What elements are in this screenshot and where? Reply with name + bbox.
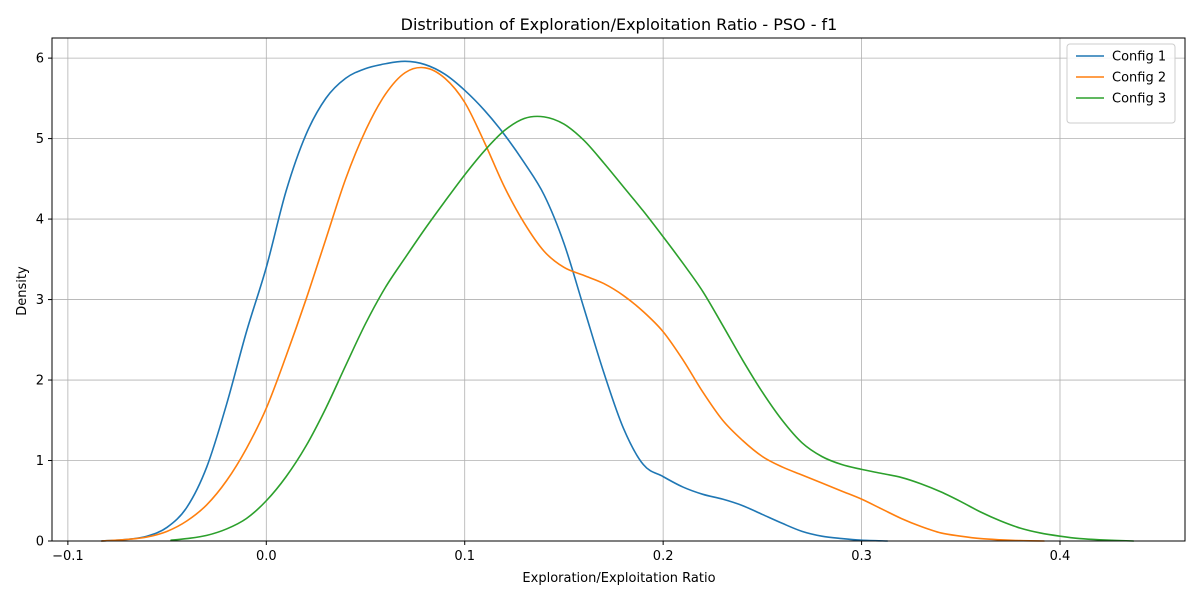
x-tick-label: −0.1 [52,549,84,564]
y-tick-label: 3 [36,293,44,308]
y-tick-label: 1 [36,454,44,469]
x-tick-label: 0.3 [851,549,872,564]
legend: Config 1 Config 2 Config 3 [1066,43,1176,124]
y-tick-label: 4 [36,213,44,228]
y-axis: 0 1 2 3 4 5 6 [36,52,52,550]
y-tick-label: 6 [36,52,44,67]
x-tick-label: 0.4 [1050,549,1071,564]
series-line-config-2 [100,66,1045,542]
y-tick-label: 5 [36,132,44,147]
series-lines [100,60,1135,542]
series-line-config-1 [100,60,889,542]
x-tick-label: 0.0 [256,549,277,564]
plot-frame [51,37,1186,542]
x-tick-label: 0.1 [454,549,475,564]
x-axis-label: Exploration/Exploitation Ratio [522,571,715,586]
chart-title: Distribution of Exploration/Exploitation… [401,15,838,34]
legend-label: Config 3 [1112,92,1166,107]
x-axis: −0.1 0.0 0.1 0.2 0.3 0.4 [52,541,1070,564]
y-tick-label: 2 [36,374,44,389]
legend-label: Config 1 [1112,50,1166,65]
x-tick-label: 0.2 [653,549,674,564]
series-line-config-3 [170,115,1135,542]
y-tick-label: 0 [36,535,44,550]
legend-label: Config 2 [1112,71,1166,86]
legend-box [1066,43,1176,124]
y-axis-label: Density [15,266,30,316]
